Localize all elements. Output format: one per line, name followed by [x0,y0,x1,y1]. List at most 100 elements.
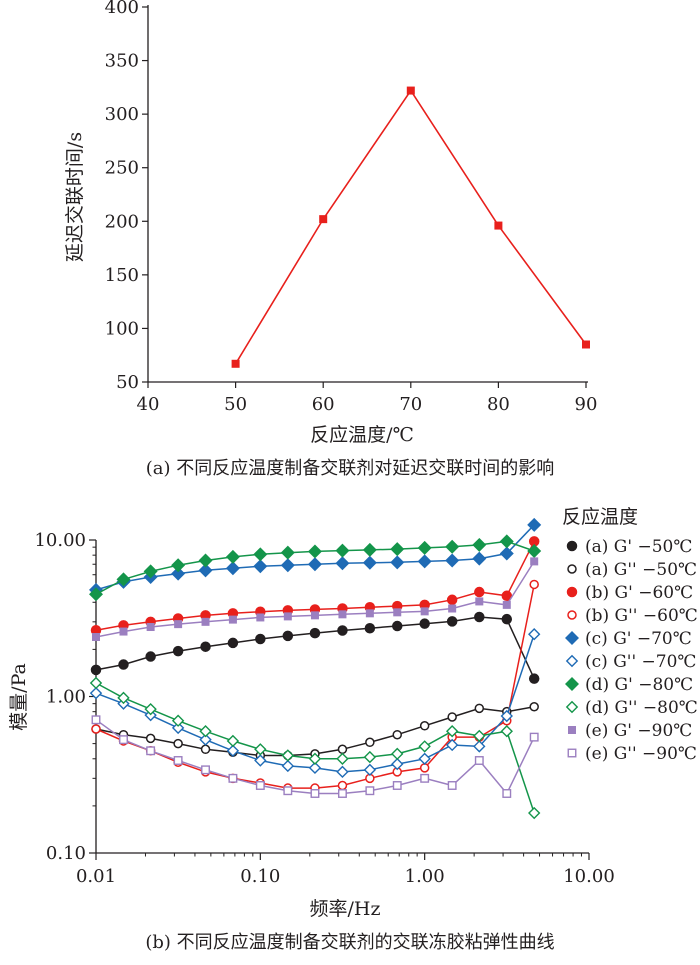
legend-marker [568,726,576,734]
legend-marker [565,631,579,645]
legend-marker [565,654,579,668]
chart-b-data-point [337,789,347,798]
chart-b-data-point [365,737,375,748]
chart-b-data-point [363,763,377,777]
chart-b-data-point [200,744,211,755]
chart-b-data-point [256,613,265,622]
chart-b-data-point [365,786,375,796]
chart-b-data-point [472,551,487,566]
chart-b-data-point [502,789,512,798]
legend-marker [565,677,579,691]
chart-b-data-point [253,559,268,574]
chart-b-data-point [392,781,402,790]
chart-b-data-point [146,623,155,632]
chart-a-x-tick-label: 70 [399,394,422,415]
chart-b-data-point [255,633,266,645]
chart-b-data-point [308,752,322,765]
chart-b-data-point [418,740,431,753]
chart-b-data-point [499,546,514,561]
chart-a-y-tick-label: 200 [105,211,139,232]
chart-b-data-point [529,579,539,590]
chart-b-data-point [392,729,402,740]
chart-a-x-tick-label: 80 [487,394,510,415]
chart-b-data-point [529,702,539,712]
chart-a-y-tick-label: 100 [105,318,139,339]
chart-b-data-point [473,740,486,753]
chart-b-data-point [502,600,511,609]
chart-b-data-point [337,625,348,636]
chart-b-data-point [335,556,350,571]
chart-b-data-point [91,715,101,725]
chart-b-data-point [419,618,430,629]
chart-b-data-point [393,608,402,617]
chart-b-data-point [500,725,513,738]
chart-b-data-point [391,620,403,632]
legend-marker [567,748,577,758]
chart-b-data-point [475,597,484,606]
chart-b-data-point [225,561,240,576]
chart-b-data-point [446,616,458,627]
chart-b-data-point [528,628,541,641]
chart-b-x-axis-label: 频率/Hz [310,898,381,920]
chart-b-data-point [365,609,374,618]
legend-marker [567,610,577,620]
chart-b-data-point [419,721,430,731]
chart-b-data-point [280,545,295,560]
chart-b-data-point [226,744,240,757]
chart-b-data-point [254,743,267,756]
legend-entry-label: (b) G' −60℃ [585,583,693,603]
chart-a-x-tick-label: 90 [575,394,598,415]
chart-b-data-point [391,757,404,771]
chart-b-data-point [445,553,460,568]
chart-a-x-tick-label: 50 [224,394,247,415]
chart-a-y-axis-label: 延迟交联时间/s [64,132,86,262]
chart-b-data-point [474,703,485,714]
legend-marker [566,586,578,598]
chart-b-data-point [448,604,457,613]
legend-title: 反应温度 [562,506,638,528]
legend-marker [567,564,577,574]
chart-b-data-point [474,611,485,623]
chart-b-data-point [500,709,513,723]
chart-b-data-point [445,725,459,738]
chart-b-data-point [145,651,156,662]
chart-b-data-point [171,714,185,727]
chart-b-data-point [530,557,539,566]
chart-b-data-point [473,729,486,743]
chart-b-x-tick-label: 0.01 [76,866,116,887]
chart-b-data-point [118,659,129,670]
legend-marker [565,700,579,714]
chart-b-data-point [308,761,322,775]
chart-b-caption: (b) 不同反应温度制备交联剂的交联冻胶粘弹性曲线 [145,932,554,953]
chart-b-data-point [281,749,295,762]
chart-b-data-point [447,712,457,722]
chart-b-data-point [198,563,213,578]
chart-a-series-line [234,89,587,365]
chart-a-series [231,86,590,368]
chart-b-x-tick-label: 0.10 [240,866,280,887]
chart-b-series [89,517,542,820]
chart-b-data-point [445,738,459,752]
chart-b-data-point [225,549,240,564]
chart-b-axes [89,539,590,860]
chart-a-data-point [494,221,503,230]
chart-b-data-point [336,752,349,765]
chart-b-data-point [89,587,103,602]
chart-a-axes [142,5,588,388]
chart-a-data-point [319,215,328,224]
chart-a-y-tick-label: 250 [105,158,139,179]
chart-b-data-point [420,773,430,783]
chart-b-data-point [282,630,294,642]
chart-b-data-point [391,747,404,761]
chart-a-data-point [582,340,590,349]
chart-b-data-point [390,542,405,557]
chart-b-data-point [310,611,319,620]
chart-b-data-point [254,754,267,767]
chart-b-data-point [338,610,347,619]
chart-a-data-point [406,86,415,95]
chart-a-data-point [231,359,240,368]
chart-a-x-tick-label: 40 [137,394,160,415]
legend-entry-label: (e) G' −90℃ [585,721,692,741]
